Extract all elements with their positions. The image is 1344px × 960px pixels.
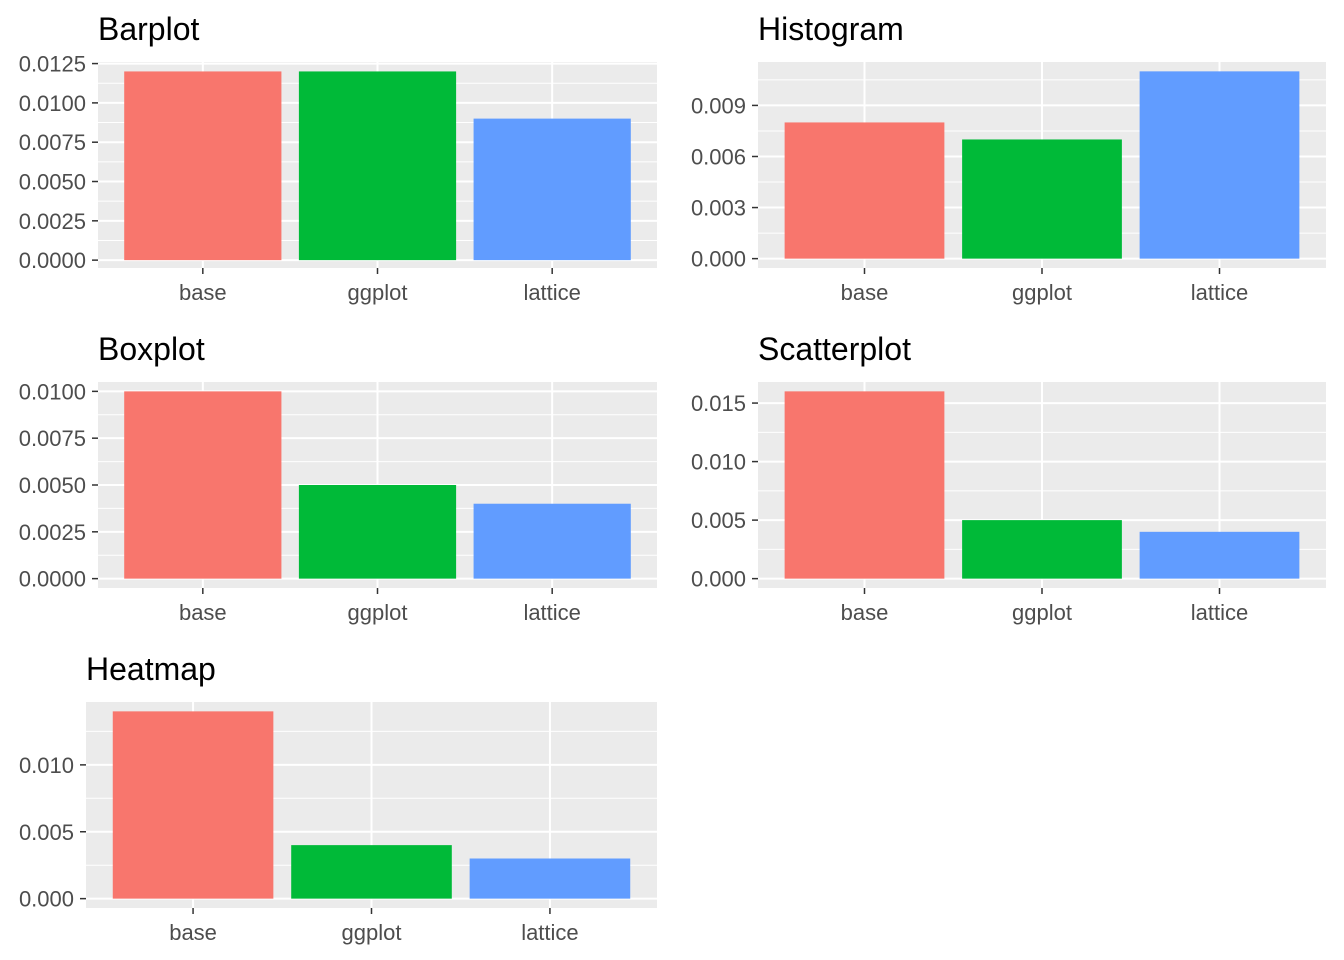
bar-base <box>124 391 282 579</box>
bar-base <box>784 391 945 579</box>
bar-lattice <box>1139 71 1300 259</box>
y-tick-label: 0.0050 <box>19 170 86 195</box>
y-tick-label: 0.0125 <box>19 52 86 77</box>
y-tick-label: 0.015 <box>691 391 746 416</box>
x-tick-label: base <box>169 920 217 945</box>
y-tick-label: 0.003 <box>691 196 746 221</box>
y-tick-label: 0.009 <box>691 93 746 118</box>
y-tick-label: 0.005 <box>19 820 74 845</box>
x-tick-label: lattice <box>523 600 580 625</box>
x-tick-label: ggplot <box>1012 600 1072 625</box>
bar-base <box>124 71 282 261</box>
y-tick-label: 0.0000 <box>19 567 86 592</box>
y-tick-label: 0.005 <box>691 508 746 533</box>
bar-lattice <box>1139 531 1300 579</box>
y-tick-label: 0.0050 <box>19 473 86 498</box>
x-tick-label: lattice <box>1191 280 1248 305</box>
x-tick-label: ggplot <box>1012 280 1072 305</box>
chart-title: Scatterplot <box>758 331 911 367</box>
bar-lattice <box>469 858 631 899</box>
y-tick-label: 0.006 <box>691 144 746 169</box>
y-tick-label: 0.0100 <box>19 91 86 116</box>
y-tick-label: 0.010 <box>691 450 746 475</box>
y-tick-label: 0.0075 <box>19 130 86 155</box>
x-tick-label: base <box>841 600 889 625</box>
x-tick-label: base <box>179 600 227 625</box>
chart-title: Boxplot <box>98 331 205 367</box>
bar-ggplot <box>298 485 457 579</box>
y-tick-label: 0.0025 <box>19 209 86 234</box>
chart-title: Heatmap <box>86 651 216 687</box>
chart-title: Barplot <box>98 11 200 47</box>
x-tick-label: ggplot <box>348 600 408 625</box>
x-tick-label: base <box>841 280 889 305</box>
x-tick-label: lattice <box>523 280 580 305</box>
x-tick-label: lattice <box>1191 600 1248 625</box>
x-tick-label: lattice <box>521 920 578 945</box>
chart-title: Histogram <box>758 11 904 47</box>
y-tick-label: 0.0000 <box>19 248 86 273</box>
y-tick-label: 0.000 <box>19 887 74 912</box>
bar-ggplot <box>962 139 1122 259</box>
bar-base <box>784 122 945 259</box>
y-tick-label: 0.0100 <box>19 379 86 404</box>
bar-base <box>112 711 274 899</box>
bar-ggplot <box>298 71 457 261</box>
bar-lattice <box>473 118 631 261</box>
bar-ggplot <box>291 845 452 899</box>
y-tick-label: 0.000 <box>691 567 746 592</box>
x-tick-label: ggplot <box>342 920 402 945</box>
y-tick-label: 0.010 <box>19 753 74 778</box>
bar-lattice <box>473 503 631 579</box>
bar-ggplot <box>962 520 1122 579</box>
y-tick-label: 0.000 <box>691 247 746 272</box>
x-tick-label: base <box>179 280 227 305</box>
y-tick-label: 0.0025 <box>19 520 86 545</box>
x-tick-label: ggplot <box>348 280 408 305</box>
y-tick-label: 0.0075 <box>19 426 86 451</box>
